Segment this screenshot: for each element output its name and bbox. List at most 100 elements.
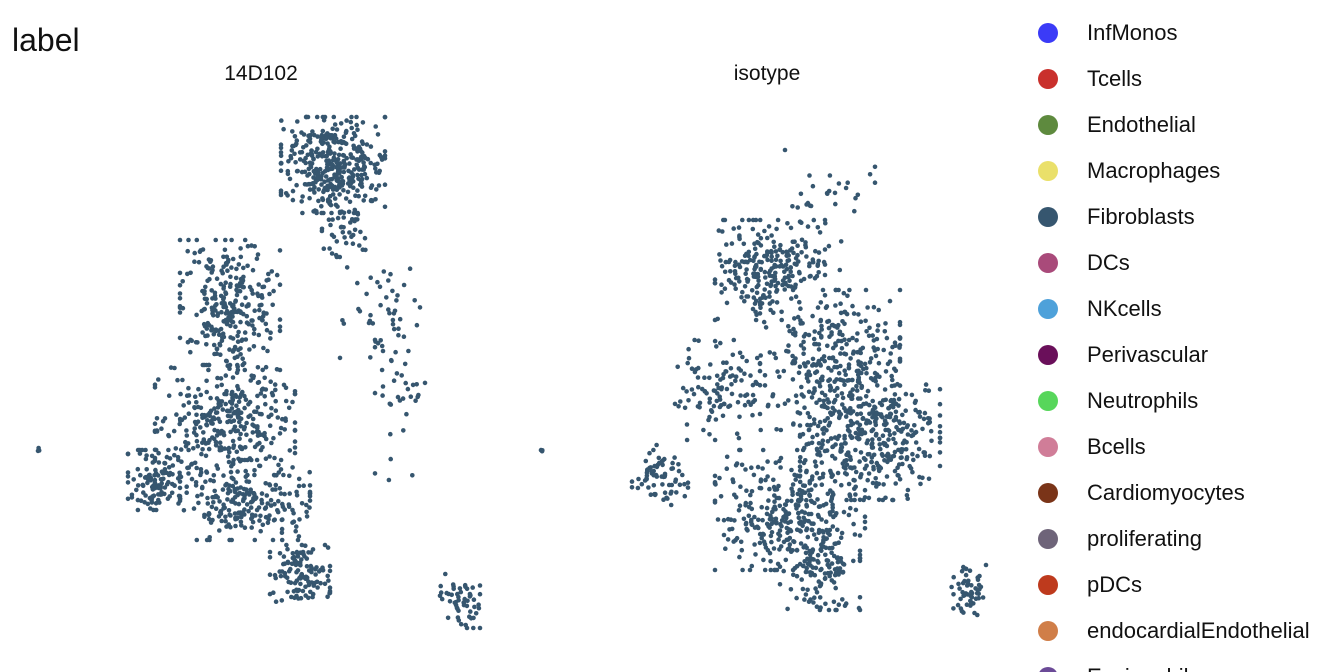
data-point	[438, 590, 444, 595]
legend-swatch	[1038, 621, 1058, 641]
data-point	[862, 514, 868, 519]
data-point	[872, 404, 877, 410]
data-point	[872, 180, 878, 185]
data-point	[778, 427, 784, 433]
data-point	[354, 114, 359, 120]
data-point	[714, 344, 719, 349]
data-point	[294, 549, 300, 555]
data-point	[225, 413, 231, 419]
data-point	[209, 288, 214, 293]
data-point	[793, 503, 799, 509]
data-point	[228, 488, 233, 494]
data-point	[289, 148, 295, 153]
data-point	[273, 482, 279, 488]
data-point	[777, 503, 783, 509]
data-point	[244, 432, 249, 438]
facet-panel-14d102: 14D102	[0, 0, 522, 672]
data-point	[360, 167, 365, 172]
data-point	[759, 535, 764, 541]
data-point	[801, 563, 806, 569]
data-point	[294, 524, 299, 529]
data-point	[839, 442, 844, 448]
data-point	[983, 562, 989, 568]
data-point	[887, 411, 893, 417]
data-point	[763, 295, 768, 301]
data-point	[836, 181, 842, 186]
data-point	[775, 403, 781, 409]
data-point	[748, 373, 753, 378]
data-point	[696, 365, 701, 371]
data-point	[199, 308, 204, 314]
data-point	[937, 440, 943, 445]
data-point	[414, 322, 420, 328]
data-point	[386, 278, 391, 283]
data-point	[191, 430, 197, 435]
data-point	[329, 210, 334, 216]
data-point	[256, 379, 262, 385]
data-point	[762, 287, 767, 292]
data-point	[177, 283, 183, 288]
data-point	[255, 393, 260, 399]
data-point	[691, 391, 697, 397]
data-point	[809, 487, 814, 493]
data-point	[198, 405, 204, 411]
data-point	[741, 516, 747, 522]
data-point	[249, 516, 254, 522]
data-point	[841, 378, 846, 384]
data-point	[765, 403, 771, 409]
data-point	[891, 397, 897, 403]
data-point	[209, 421, 214, 426]
data-point	[795, 243, 800, 248]
data-point	[143, 474, 149, 480]
data-point	[244, 479, 249, 484]
data-point	[763, 477, 768, 483]
data-point	[827, 527, 833, 533]
data-point	[245, 457, 250, 463]
data-point	[923, 388, 928, 393]
data-point	[294, 493, 300, 498]
data-point	[820, 442, 825, 447]
data-point	[472, 604, 477, 610]
data-point	[812, 459, 818, 465]
data-point	[951, 606, 956, 611]
data-point	[208, 259, 213, 265]
data-point	[139, 447, 145, 453]
data-point	[807, 203, 813, 208]
data-point	[822, 393, 828, 398]
data-point	[288, 155, 294, 161]
data-point	[846, 481, 852, 487]
data-point	[355, 188, 360, 193]
data-point	[200, 447, 205, 452]
data-point	[852, 486, 857, 492]
data-point	[819, 460, 825, 465]
data-point	[777, 547, 782, 552]
data-point	[886, 437, 891, 442]
data-point	[682, 493, 688, 499]
data-point	[685, 360, 690, 366]
data-point	[801, 334, 807, 339]
data-point	[242, 330, 248, 335]
data-point	[221, 502, 226, 508]
data-point	[812, 341, 817, 347]
data-point	[916, 410, 921, 415]
data-point	[816, 258, 821, 264]
data-point	[125, 496, 131, 502]
data-point	[125, 451, 131, 457]
data-point	[278, 573, 284, 579]
data-point	[271, 288, 276, 294]
data-point	[390, 288, 395, 294]
data-point	[805, 411, 811, 416]
data-point	[734, 461, 740, 466]
legend: InfMonos Tcells Endothelial Macrophages Fibr…	[1022, 10, 1344, 672]
data-point	[793, 255, 799, 261]
data-point	[240, 337, 245, 343]
data-point	[290, 188, 296, 194]
data-point	[817, 397, 822, 403]
data-point	[814, 369, 820, 374]
data-point	[904, 493, 910, 498]
data-point	[820, 427, 825, 432]
data-point	[697, 400, 703, 406]
data-point	[215, 405, 221, 410]
data-point	[848, 406, 853, 411]
data-point	[251, 344, 257, 349]
